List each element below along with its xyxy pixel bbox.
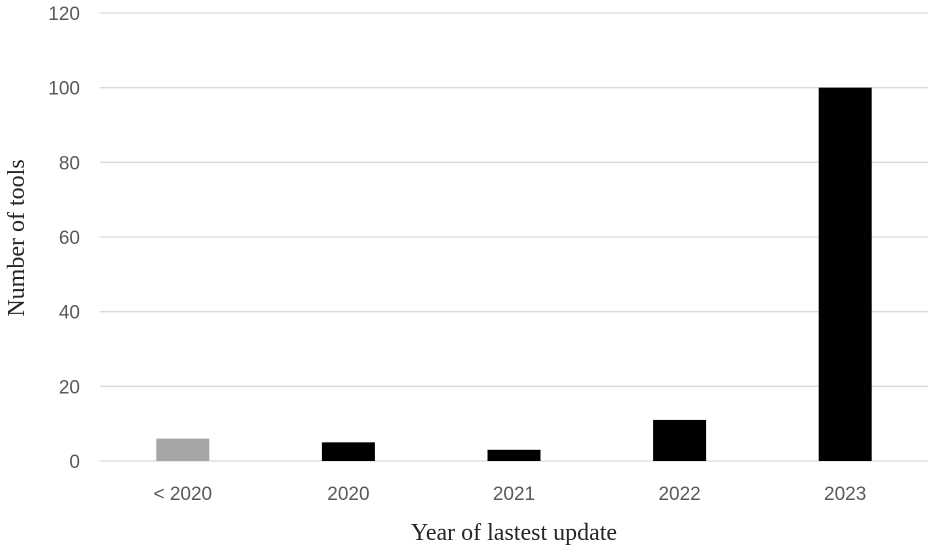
x-tick-label: 2023 [824, 484, 866, 505]
y-tick-label: 120 [48, 4, 80, 25]
x-axis-ticks: < 2020 2020 2021 2022 2023 [153, 484, 866, 505]
gridlines [100, 12, 928, 462]
y-tick-label: 60 [59, 228, 80, 249]
x-tick-label: 2022 [658, 484, 700, 505]
bar [321, 442, 375, 461]
bar [653, 419, 707, 461]
bars [156, 87, 872, 462]
bar [818, 87, 872, 462]
y-axis-ticks: 0 20 40 60 80 100 120 [48, 4, 80, 473]
bar [487, 449, 541, 461]
bar [156, 438, 210, 461]
y-tick-label: 20 [59, 377, 80, 398]
y-axis-title: Number of tools [4, 159, 30, 316]
x-axis-title: Year of lastest update [411, 520, 617, 546]
x-tick-label: < 2020 [153, 484, 212, 505]
y-tick-label: 40 [59, 303, 80, 324]
y-tick-label: 100 [48, 79, 80, 100]
x-tick-label: 2020 [327, 484, 369, 505]
y-tick-label: 80 [59, 153, 80, 174]
y-tick-label: 0 [69, 452, 80, 473]
x-tick-label: 2021 [493, 484, 535, 505]
